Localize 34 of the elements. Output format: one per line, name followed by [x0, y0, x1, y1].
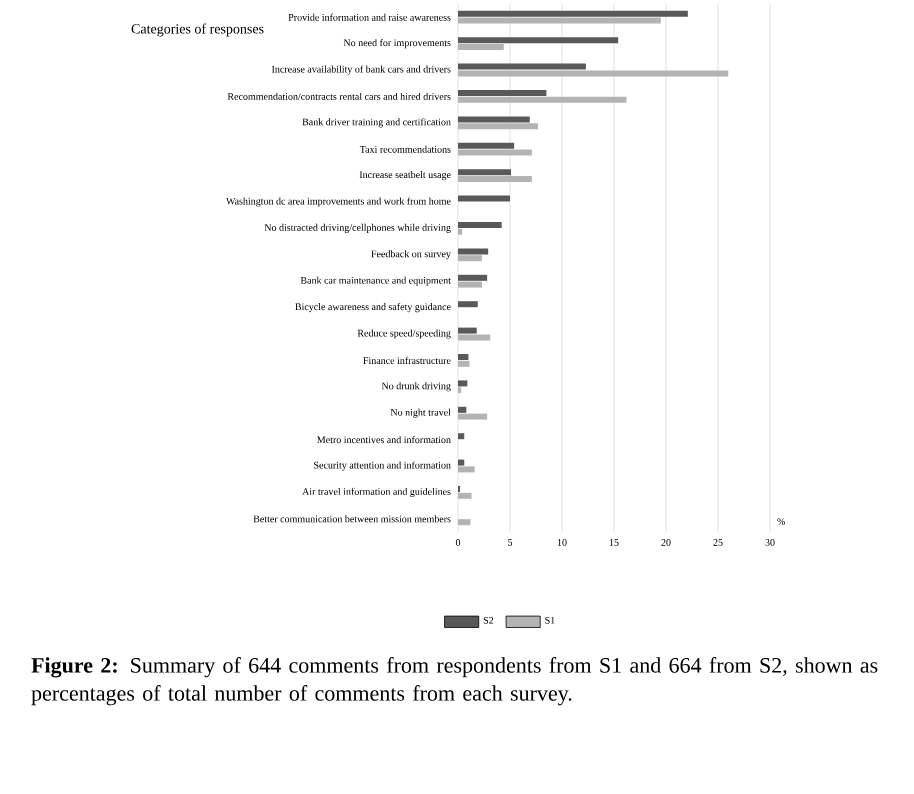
bar [458, 354, 469, 361]
bar [458, 96, 627, 103]
bar [458, 327, 477, 334]
bar [458, 248, 489, 255]
bar [458, 433, 465, 440]
bar [458, 142, 515, 149]
bar [458, 63, 586, 70]
bar [458, 10, 688, 17]
bar [458, 176, 532, 183]
bar [458, 44, 504, 51]
text: Figure 2: Summary of 644 comments from respondents from S1 and 664 from S2, shown as percentages of total number of comments from each survey. [31, 657, 878, 706]
bar [458, 360, 470, 367]
bar [458, 492, 472, 499]
bar [458, 459, 465, 466]
bar [458, 519, 471, 526]
bar [458, 406, 467, 413]
bar [458, 301, 478, 308]
bar [458, 195, 510, 202]
bar [458, 169, 512, 176]
bar [458, 380, 468, 387]
bar [458, 255, 482, 262]
bar [458, 90, 547, 97]
bar [458, 123, 539, 130]
bar [458, 466, 475, 473]
bar [458, 413, 488, 420]
bar [458, 70, 729, 77]
bar [458, 149, 532, 156]
bar [458, 37, 619, 44]
bar [458, 334, 491, 341]
bar [458, 17, 661, 24]
bar [458, 222, 502, 229]
bar [458, 281, 482, 288]
bar [458, 116, 530, 123]
bar [458, 274, 488, 281]
